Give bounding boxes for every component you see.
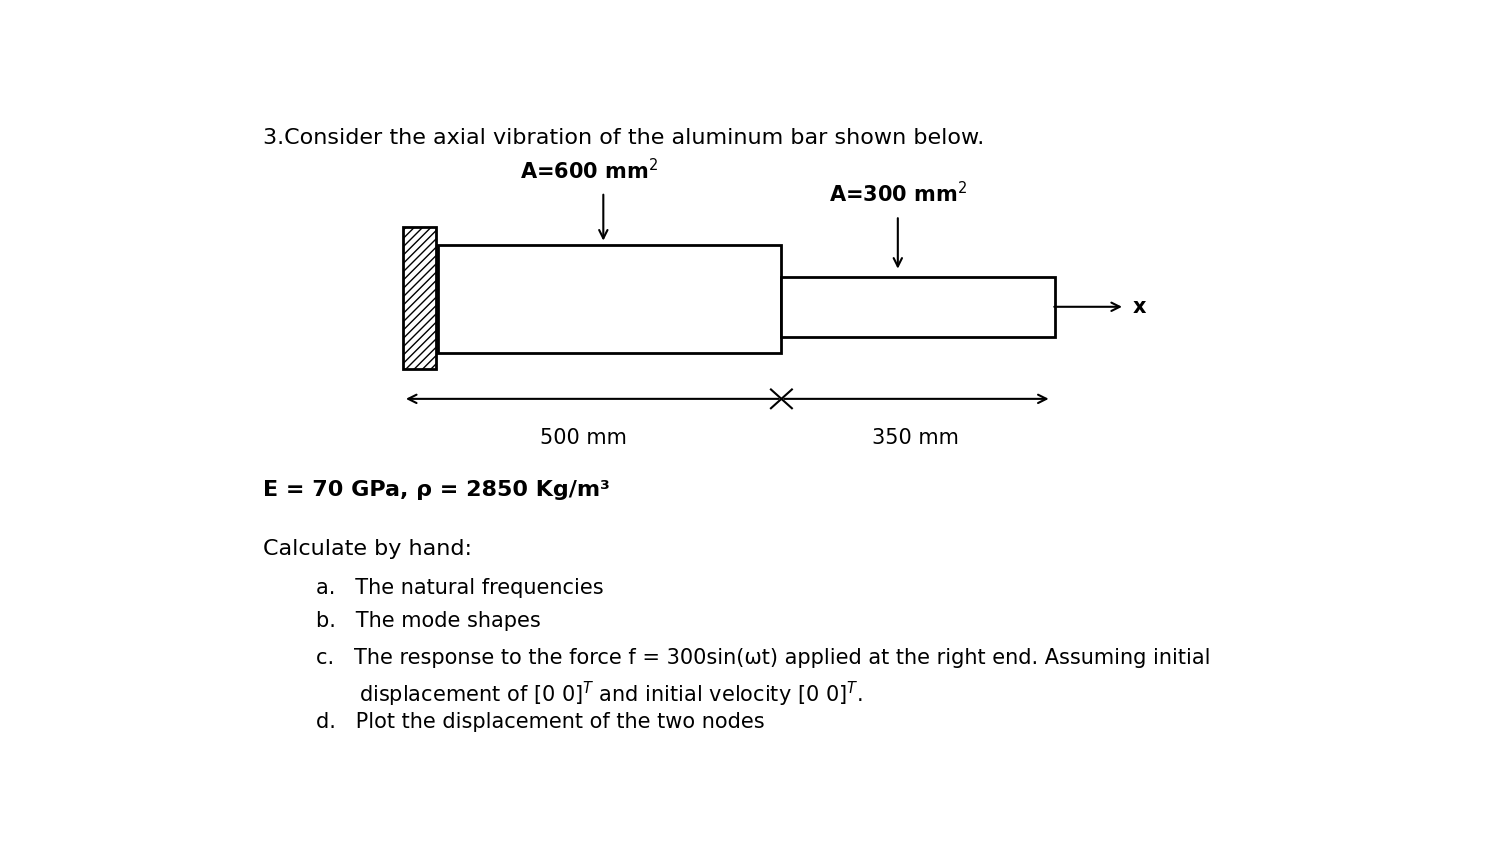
Bar (781, 276, 1054, 337)
Text: 500 mm: 500 mm (541, 428, 626, 449)
Bar (403, 227, 436, 370)
Text: Calculate by hand:: Calculate by hand: (263, 539, 473, 559)
Text: b.   The mode shapes: b. The mode shapes (315, 611, 541, 631)
Text: c.   The response to the force f = 300sin(ωt) applied at the right end. Assuming: c. The response to the force f = 300sin(… (315, 648, 1211, 668)
Text: displacement of [0 0]$^T$ and initial velocity [0 0]$^T$.: displacement of [0 0]$^T$ and initial ve… (359, 679, 862, 709)
Text: d.   Plot the displacement of the two nodes: d. Plot the displacement of the two node… (315, 712, 765, 733)
Text: E = 70 GPa, ρ = 2850 Kg/m³: E = 70 GPa, ρ = 2850 Kg/m³ (263, 481, 610, 500)
Text: 350 mm: 350 mm (871, 428, 958, 449)
Text: a.   The natural frequencies: a. The natural frequencies (315, 578, 604, 599)
Text: x: x (1133, 297, 1146, 317)
Text: A=300 mm$^2$: A=300 mm$^2$ (829, 181, 967, 206)
Bar (439, 245, 781, 353)
Text: 3.Consider the axial vibration of the aluminum bar shown below.: 3.Consider the axial vibration of the al… (263, 128, 985, 148)
Text: A=600 mm$^2$: A=600 mm$^2$ (520, 159, 658, 183)
